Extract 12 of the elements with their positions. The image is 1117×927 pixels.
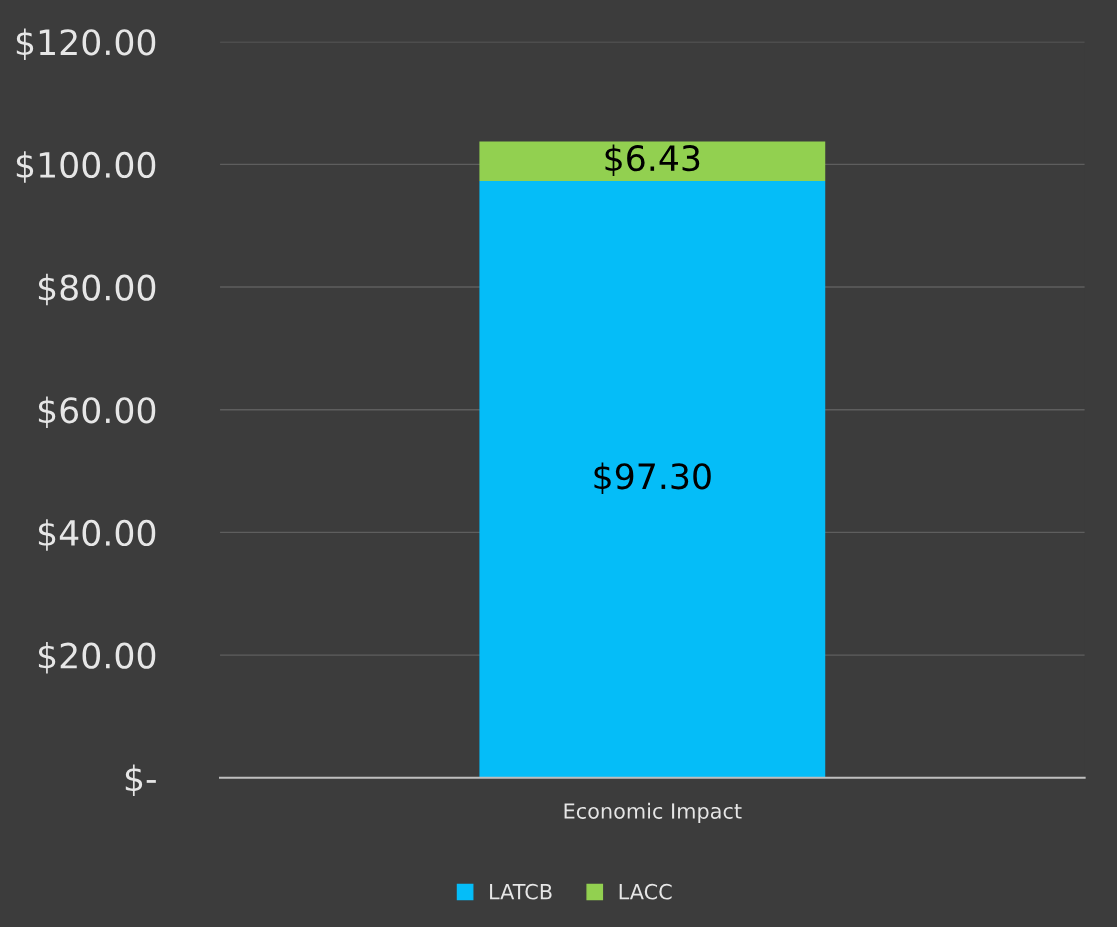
y-tick-label: $120.00 — [16, 28, 156, 61]
y-tick-label: $20.00 — [38, 641, 156, 674]
y-tick-label: $100.00 — [16, 151, 156, 183]
x-tick-label: Economic Impact — [564, 802, 742, 823]
legend-label: LATCB — [490, 883, 552, 900]
y-tick-label: $80.00 — [38, 273, 156, 306]
y-tick-label: $40.00 — [38, 519, 156, 551]
data-label: $6.43 — [605, 144, 700, 176]
y-tick-label: $60.00 — [38, 396, 156, 429]
data-label: $97.30 — [594, 462, 711, 495]
y-tick-label: $- — [125, 764, 156, 797]
legend-label: LACC — [619, 883, 672, 900]
